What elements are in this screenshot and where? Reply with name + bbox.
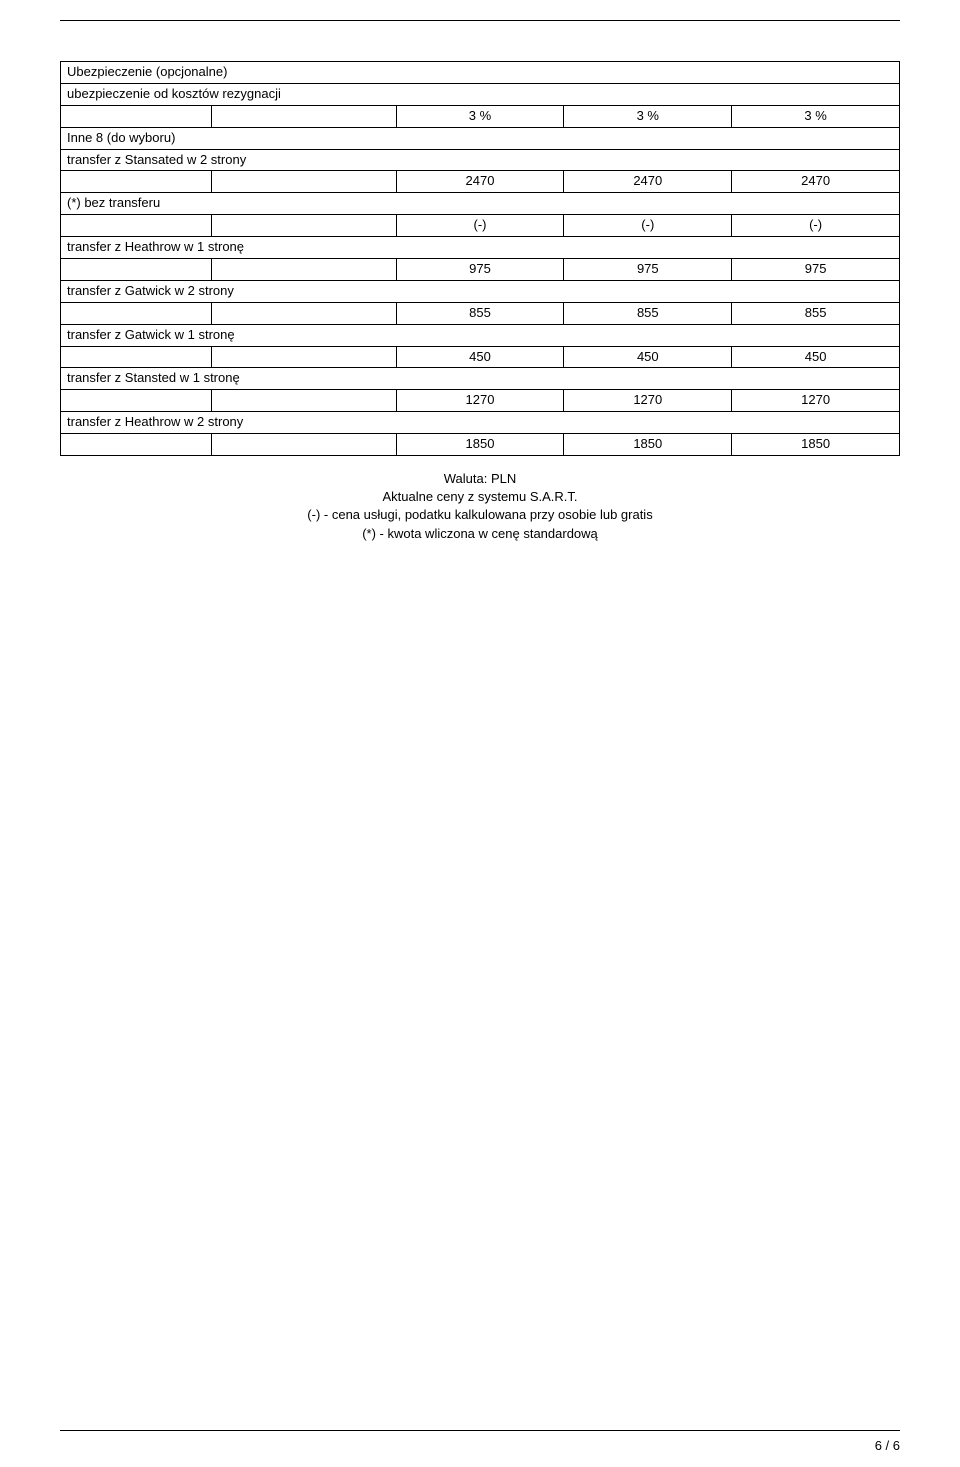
cell-value: 975	[732, 259, 900, 281]
row-label: transfer z Gatwick w 2 strony	[61, 280, 900, 302]
table-row: transfer z Stansted w 1 stronę	[61, 368, 900, 390]
cell-value: 855	[564, 302, 732, 324]
cell-empty	[61, 302, 212, 324]
pricing-table: Ubezpieczenie (opcjonalne) ubezpieczenie…	[60, 61, 900, 456]
cell-value: 450	[732, 346, 900, 368]
bottom-rule	[60, 1430, 900, 1431]
cell-value: 1270	[396, 390, 564, 412]
table-row: 855 855 855	[61, 302, 900, 324]
cell-value: 2470	[396, 171, 564, 193]
cell-value: 1850	[396, 434, 564, 456]
table-row: transfer z Heathrow w 1 stronę	[61, 237, 900, 259]
cell-value: 3 %	[732, 105, 900, 127]
cell-empty	[61, 346, 212, 368]
table-row: ubezpieczenie od kosztów rezygnacji	[61, 83, 900, 105]
row-label: (*) bez transferu	[61, 193, 900, 215]
table-row: 2470 2470 2470	[61, 171, 900, 193]
cell-empty	[212, 105, 397, 127]
cell-empty	[212, 302, 397, 324]
cell-empty	[212, 215, 397, 237]
top-rule	[60, 20, 900, 21]
cell-empty	[61, 390, 212, 412]
table-row: transfer z Heathrow w 2 strony	[61, 412, 900, 434]
cell-value: 1850	[564, 434, 732, 456]
table-row: 450 450 450	[61, 346, 900, 368]
table-row: 1850 1850 1850	[61, 434, 900, 456]
cell-value: 3 %	[396, 105, 564, 127]
cell-empty	[212, 259, 397, 281]
cell-value: 450	[564, 346, 732, 368]
cell-value: 855	[732, 302, 900, 324]
cell-value: 1850	[732, 434, 900, 456]
table-row: (*) bez transferu	[61, 193, 900, 215]
table-row: transfer z Gatwick w 1 stronę	[61, 324, 900, 346]
footnote-line: (-) - cena usługi, podatku kalkulowana p…	[60, 506, 900, 524]
cell-value: 450	[396, 346, 564, 368]
cell-empty	[61, 259, 212, 281]
cell-empty	[212, 171, 397, 193]
cell-value: 855	[396, 302, 564, 324]
cell-value: 3 %	[564, 105, 732, 127]
footnote-line: Aktualne ceny z systemu S.A.R.T.	[60, 488, 900, 506]
row-label: transfer z Stansated w 2 strony	[61, 149, 900, 171]
cell-value: 975	[396, 259, 564, 281]
section-header-insurance: Ubezpieczenie (opcjonalne)	[61, 62, 900, 84]
row-label: transfer z Gatwick w 1 stronę	[61, 324, 900, 346]
row-label: ubezpieczenie od kosztów rezygnacji	[61, 83, 900, 105]
table-row: (-) (-) (-)	[61, 215, 900, 237]
table-row: transfer z Gatwick w 2 strony	[61, 280, 900, 302]
table-row: transfer z Stansated w 2 strony	[61, 149, 900, 171]
row-label: transfer z Stansted w 1 stronę	[61, 368, 900, 390]
cell-value: (-)	[732, 215, 900, 237]
table-row: Ubezpieczenie (opcjonalne)	[61, 62, 900, 84]
footnote-line: Waluta: PLN	[60, 470, 900, 488]
row-label: transfer z Heathrow w 1 stronę	[61, 237, 900, 259]
table-row: 1270 1270 1270	[61, 390, 900, 412]
footnote-line: (*) - kwota wliczona w cenę standardową	[60, 525, 900, 543]
table-row: Inne 8 (do wyboru)	[61, 127, 900, 149]
footnotes: Waluta: PLN Aktualne ceny z systemu S.A.…	[60, 470, 900, 543]
cell-empty	[212, 390, 397, 412]
cell-value: 1270	[564, 390, 732, 412]
cell-empty	[61, 215, 212, 237]
table-row: 975 975 975	[61, 259, 900, 281]
cell-empty	[61, 434, 212, 456]
row-label: transfer z Heathrow w 2 strony	[61, 412, 900, 434]
cell-value: 1270	[732, 390, 900, 412]
cell-empty	[61, 171, 212, 193]
cell-value: 2470	[564, 171, 732, 193]
page: Ubezpieczenie (opcjonalne) ubezpieczenie…	[0, 20, 960, 1467]
page-number: 6 / 6	[875, 1438, 900, 1453]
cell-empty	[212, 346, 397, 368]
cell-value: 975	[564, 259, 732, 281]
cell-value: (-)	[564, 215, 732, 237]
cell-empty	[61, 105, 212, 127]
cell-value: 2470	[732, 171, 900, 193]
table-row: 3 % 3 % 3 %	[61, 105, 900, 127]
section-header-other: Inne 8 (do wyboru)	[61, 127, 900, 149]
cell-value: (-)	[396, 215, 564, 237]
cell-empty	[212, 434, 397, 456]
